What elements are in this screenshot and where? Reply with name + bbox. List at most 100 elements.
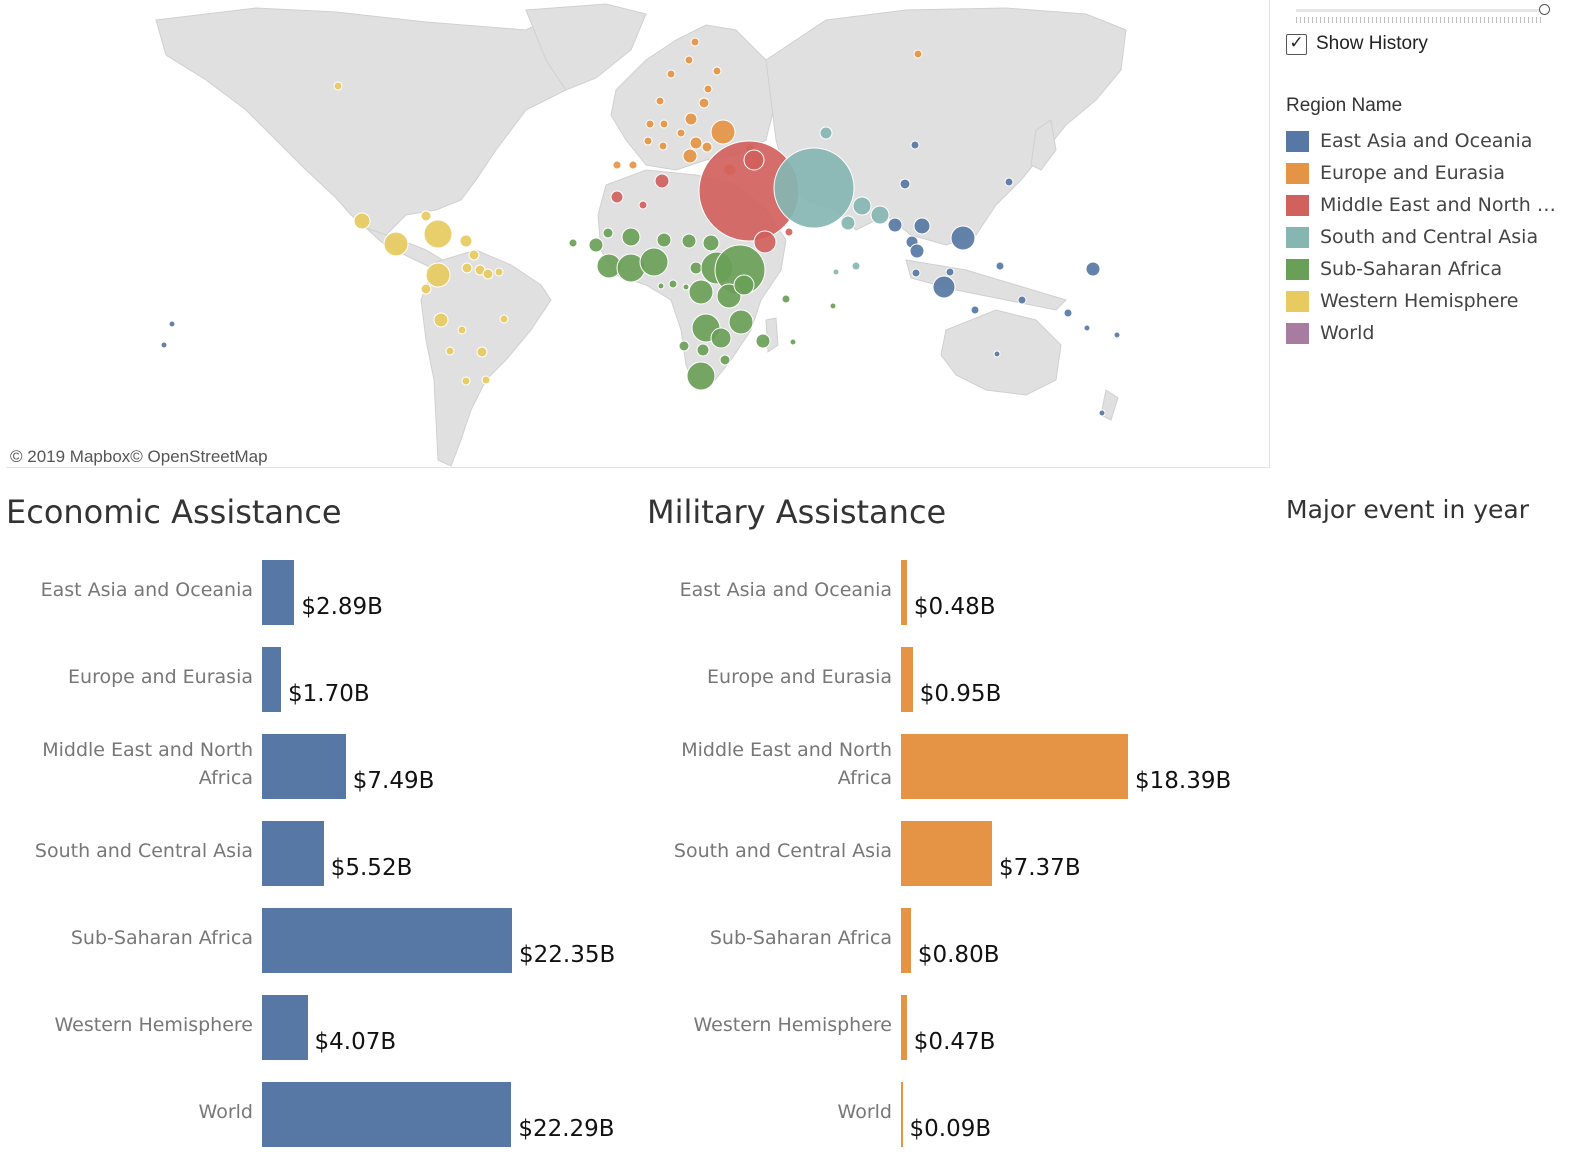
map-attribution[interactable]: © 2019 Mapbox© OpenStreetMap xyxy=(8,447,270,467)
map-bubble[interactable] xyxy=(476,346,488,358)
bar[interactable] xyxy=(901,995,907,1060)
map-bubble[interactable] xyxy=(333,81,343,91)
map-bubble[interactable] xyxy=(420,210,432,222)
world-map[interactable]: © 2019 Mapbox© OpenStreetMap xyxy=(6,0,1270,468)
map-bubble[interactable] xyxy=(645,119,655,129)
map-bubble[interactable] xyxy=(913,217,931,235)
map-bubble[interactable] xyxy=(840,215,856,231)
map-bubble[interactable] xyxy=(666,69,676,79)
map-bubble[interactable] xyxy=(420,283,432,295)
legend-item[interactable]: Sub-Saharan Africa xyxy=(1286,253,1556,285)
map-bubble[interactable] xyxy=(733,274,755,296)
show-history-checkbox[interactable]: ✓ xyxy=(1286,33,1307,55)
map-bubble[interactable] xyxy=(684,55,694,65)
map-bubble[interactable] xyxy=(995,261,1005,271)
map-bubble[interactable] xyxy=(682,283,690,291)
legend-item[interactable]: Middle East and North Africa xyxy=(1286,189,1556,221)
map-bubble[interactable] xyxy=(659,119,669,129)
map-bubble[interactable] xyxy=(433,312,449,328)
map-bubble[interactable] xyxy=(781,294,791,304)
map-bubble[interactable] xyxy=(682,148,698,164)
bar[interactable] xyxy=(901,908,911,973)
slider-track[interactable] xyxy=(1296,9,1544,12)
map-bubble[interactable] xyxy=(602,227,614,239)
map-bubble[interactable] xyxy=(654,173,670,189)
map-bubble[interactable] xyxy=(1085,261,1101,277)
map-bubble[interactable] xyxy=(481,375,491,385)
bar[interactable] xyxy=(262,908,512,973)
map-bubble[interactable] xyxy=(445,346,455,356)
map-bubble[interactable] xyxy=(353,212,371,230)
map-bubble[interactable] xyxy=(755,333,771,349)
map-bubble[interactable] xyxy=(710,327,732,349)
map-bubble[interactable] xyxy=(789,338,797,346)
map-bubble[interactable] xyxy=(588,237,604,253)
map-bubble[interactable] xyxy=(773,147,855,229)
map-bubble[interactable] xyxy=(1083,324,1091,332)
map-bubble[interactable] xyxy=(832,268,840,276)
map-bubble[interactable] xyxy=(913,49,923,59)
map-bubble[interactable] xyxy=(909,243,925,259)
map-bubble[interactable] xyxy=(690,37,700,47)
map-bubble[interactable] xyxy=(686,361,716,391)
map-bubble[interactable] xyxy=(819,126,833,140)
map-bubble[interactable] xyxy=(658,141,668,151)
map-bubble[interactable] xyxy=(743,149,765,171)
map-bubble[interactable] xyxy=(688,279,714,305)
map-bubble[interactable] xyxy=(482,268,494,280)
map-bubble[interactable] xyxy=(887,217,903,233)
legend-item[interactable]: Europe and Eurasia xyxy=(1286,157,1556,189)
map-bubble[interactable] xyxy=(457,325,467,335)
map-bubble[interactable] xyxy=(168,320,176,328)
map-bubble[interactable] xyxy=(728,309,754,335)
map-bubble[interactable] xyxy=(689,261,703,275)
map-bubble[interactable] xyxy=(970,305,980,315)
map-bubble[interactable] xyxy=(701,141,713,153)
map-bubble[interactable] xyxy=(993,350,1001,358)
map-bubble[interactable] xyxy=(655,96,665,106)
bar[interactable] xyxy=(901,734,1128,799)
map-bubble[interactable] xyxy=(1017,295,1027,305)
bar[interactable] xyxy=(262,734,346,799)
map-bubble[interactable] xyxy=(702,234,720,252)
bar[interactable] xyxy=(262,995,308,1060)
bar[interactable] xyxy=(901,1082,903,1147)
map-bubble[interactable] xyxy=(461,376,471,386)
map-bubble[interactable] xyxy=(753,230,777,254)
map-bubble[interactable] xyxy=(829,302,837,310)
map-bubble[interactable] xyxy=(899,178,911,190)
map-bubble[interactable] xyxy=(423,219,453,249)
bar[interactable] xyxy=(262,647,282,712)
bar[interactable] xyxy=(901,647,913,712)
legend-item[interactable]: World xyxy=(1286,317,1556,349)
map-bubble[interactable] xyxy=(468,249,480,261)
map-bubble[interactable] xyxy=(656,232,672,248)
map-bubble[interactable] xyxy=(703,84,713,94)
legend-item[interactable]: East Asia and Oceania xyxy=(1286,125,1556,157)
map-bubble[interactable] xyxy=(568,238,578,248)
bar[interactable] xyxy=(262,560,295,625)
map-bubble[interactable] xyxy=(494,267,504,277)
map-bubble[interactable] xyxy=(678,340,690,352)
bar[interactable] xyxy=(262,1082,512,1147)
legend-item[interactable]: South and Central Asia xyxy=(1286,221,1556,253)
map-bubble[interactable] xyxy=(1098,409,1106,417)
map-bubble[interactable] xyxy=(610,190,624,204)
map-bubble[interactable] xyxy=(852,196,872,216)
map-bubble[interactable] xyxy=(932,275,956,299)
map-bubble[interactable] xyxy=(698,97,710,109)
map-bubble[interactable] xyxy=(950,225,976,251)
map-bubble[interactable] xyxy=(681,233,697,249)
map-bubble[interactable] xyxy=(499,314,509,324)
map-bubble[interactable] xyxy=(870,205,890,225)
map-bubble[interactable] xyxy=(638,200,648,210)
map-bubble[interactable] xyxy=(1113,331,1121,339)
map-bubble[interactable] xyxy=(628,160,638,170)
map-bubble[interactable] xyxy=(639,247,669,277)
map-bubble[interactable] xyxy=(676,128,686,138)
map-bubble[interactable] xyxy=(910,140,920,150)
map-bubble[interactable] xyxy=(621,227,641,247)
map-bubble[interactable] xyxy=(383,231,409,257)
bar[interactable] xyxy=(901,560,907,625)
map-bubble[interactable] xyxy=(719,354,731,366)
